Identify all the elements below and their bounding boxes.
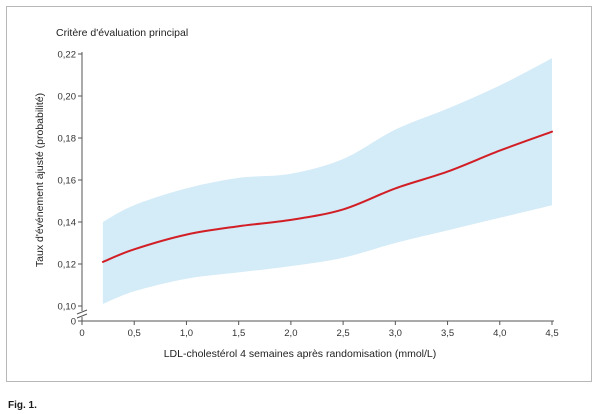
x-tick-label: 1,0 bbox=[180, 328, 193, 339]
x-tick-label: 3,0 bbox=[389, 328, 402, 339]
y-tick-label: 0,22 bbox=[58, 50, 77, 61]
x-tick-label: 2,5 bbox=[337, 328, 350, 339]
y-tick-label: 0,12 bbox=[58, 260, 77, 271]
y-tick-label: 0,10 bbox=[58, 302, 77, 313]
x-tick-label: 3,5 bbox=[441, 328, 454, 339]
y-tick-label: 0,18 bbox=[58, 134, 77, 145]
chart-title: Critère d'évaluation principal bbox=[56, 27, 188, 39]
x-tick-label: 1,5 bbox=[232, 328, 245, 339]
x-tick-label: 0,5 bbox=[128, 328, 141, 339]
x-tick-label: 2,0 bbox=[284, 328, 297, 339]
y-tick-label: 0,14 bbox=[58, 218, 77, 229]
y-tick-label: 0,16 bbox=[58, 176, 77, 187]
series-line bbox=[101, 130, 553, 263]
y-axis-break-mark bbox=[76, 309, 88, 315]
confidence-band-layer bbox=[102, 58, 552, 304]
x-axis-title: LDL-cholestérol 4 semaines après randomi… bbox=[164, 348, 437, 360]
confidence-band bbox=[102, 58, 552, 304]
y-tick-label: 0 bbox=[71, 317, 76, 328]
y-axis-break-mark bbox=[76, 313, 88, 319]
x-tick-label: 0 bbox=[79, 328, 84, 339]
x-tick-label: 4,5 bbox=[545, 328, 558, 339]
axes: 0,10 0,12 0,14 0,16 0,18 0,20 0,22 00 0,5 1,0 1,5 2… bbox=[58, 50, 559, 340]
y-axis-title: Taux d'événement ajusté (probabilité) bbox=[34, 93, 46, 267]
y-tick-label: 0,20 bbox=[58, 92, 77, 103]
x-tick-label: 4,0 bbox=[493, 328, 506, 339]
series-line-layer bbox=[101, 130, 553, 263]
figure-caption: Fig. 1. bbox=[8, 400, 37, 411]
chart: Critère d'évaluation principal 0,100,120… bbox=[34, 27, 559, 360]
